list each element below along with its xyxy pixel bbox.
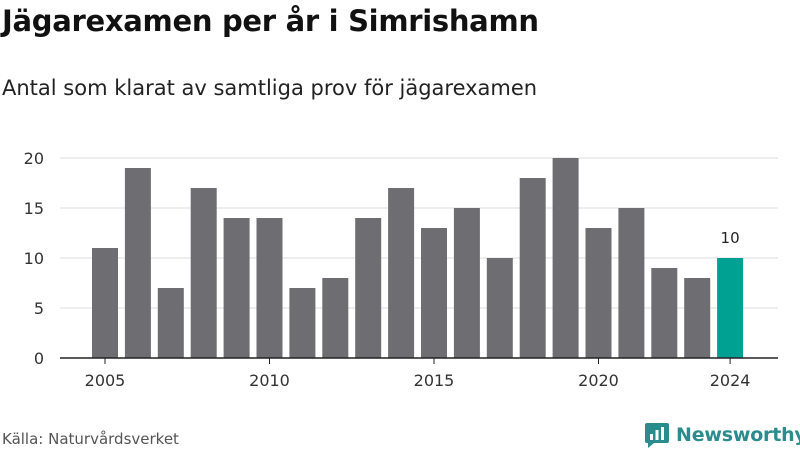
x-tick-label: 2024 [710,371,751,390]
bar [684,278,711,358]
bar [92,248,118,358]
bar [355,218,382,358]
y-tick-label: 5 [34,299,44,318]
bar [223,218,250,358]
bar [388,188,415,358]
y-tick-label: 10 [24,249,44,268]
bar [190,188,217,358]
x-tick-label: 2015 [414,371,455,390]
bar [453,208,480,358]
bar [421,228,447,358]
bar [486,258,513,358]
bar-highlight [717,258,744,358]
bar [552,158,579,358]
bar [519,178,546,358]
x-tick-label: 2005 [85,371,126,390]
bar [618,208,645,358]
bar [289,288,316,358]
y-tick-label: 20 [24,149,44,168]
brand-logo: Newsworthy [644,420,800,450]
bar [256,218,283,358]
bar [124,168,151,358]
x-tick-label: 2020 [578,371,619,390]
source-note: Källa: Naturvårdsverket [2,430,179,448]
data-label: 10 [721,229,740,247]
chart-subtitle: Antal som klarat av samtliga prov för jä… [2,76,538,100]
bar [322,278,349,358]
x-tick-label: 2010 [249,371,290,390]
y-tick-label: 0 [34,349,44,368]
chart-title: Jägarexamen per år i Simrishamn [2,4,539,38]
brand-name: Newsworthy [676,424,800,446]
bar [585,228,612,358]
bar [651,268,678,358]
bar [157,288,184,358]
y-tick-label: 15 [24,199,44,218]
newsworthy-logo-icon [645,423,669,448]
